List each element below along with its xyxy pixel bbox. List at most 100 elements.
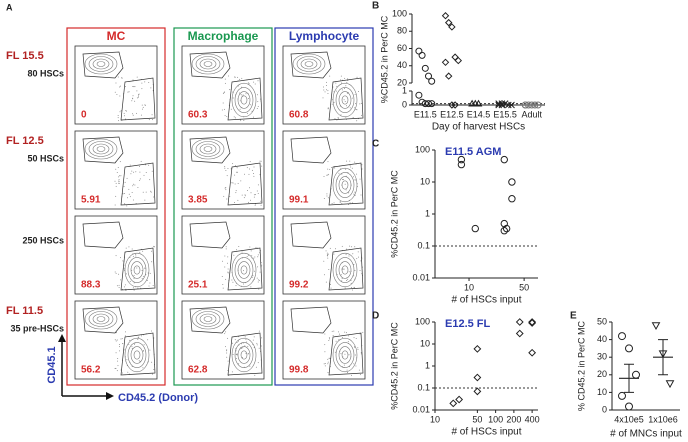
event-dot	[327, 358, 329, 360]
event-dot	[117, 365, 119, 367]
event-dot	[236, 249, 238, 251]
contour	[341, 265, 349, 275]
event-dot	[231, 182, 233, 184]
event-dot	[331, 330, 333, 332]
contour	[338, 176, 352, 194]
event-dot	[138, 165, 140, 167]
event-dot	[329, 338, 331, 340]
event-dot	[249, 246, 251, 248]
point	[418, 98, 426, 106]
event-dot	[354, 246, 356, 248]
event-dot	[360, 352, 362, 354]
event-dot	[125, 289, 127, 291]
flow-plot	[74, 130, 158, 210]
event-dot	[146, 280, 148, 282]
event-dot	[123, 112, 125, 114]
event-dot	[257, 266, 259, 268]
event-dot	[339, 201, 341, 203]
event-dot	[240, 94, 242, 96]
event-dot	[337, 118, 339, 120]
event-dot	[224, 266, 226, 268]
event-dot	[134, 184, 136, 186]
event-dot	[335, 82, 337, 84]
event-dot	[225, 278, 227, 280]
event-dot	[222, 93, 224, 95]
event-dot	[346, 248, 348, 250]
gate	[120, 77, 156, 121]
event-dot	[236, 353, 238, 355]
event-dot	[135, 171, 137, 173]
event-dot	[118, 176, 120, 178]
contour	[130, 346, 144, 364]
event-dot	[127, 371, 129, 373]
event-dot	[224, 166, 226, 168]
event-dot	[344, 331, 346, 333]
event-dot	[118, 286, 120, 288]
event-dot	[115, 195, 117, 197]
event-dot	[127, 91, 129, 93]
event-dot	[132, 113, 134, 115]
event-dot	[227, 268, 229, 270]
event-dot	[252, 173, 254, 175]
event-dot	[136, 267, 138, 269]
event-dot	[251, 110, 253, 112]
event-dot	[329, 357, 331, 359]
event-dot	[139, 251, 141, 253]
event-dot	[149, 272, 151, 274]
event-dot	[357, 347, 359, 349]
event-dot	[124, 203, 126, 205]
contour	[240, 350, 248, 360]
event-dot	[222, 283, 224, 285]
event-dot	[131, 192, 133, 194]
event-dot	[355, 365, 357, 367]
event-dot	[132, 95, 134, 97]
row-label: 250 HSCs	[22, 235, 64, 245]
event-dot	[248, 254, 250, 256]
event-dot	[329, 168, 331, 170]
event-dot	[339, 333, 341, 335]
x-tick-label: E11.5	[414, 109, 437, 119]
event-dot	[221, 109, 223, 111]
event-dot	[256, 190, 258, 192]
event-dot	[260, 204, 262, 206]
point	[441, 58, 450, 67]
event-dot	[122, 193, 124, 195]
event-dot	[256, 277, 258, 279]
event-dot	[222, 287, 224, 289]
event-dot	[324, 351, 326, 353]
event-dot	[152, 285, 154, 287]
y-axis-label: %CD45.2 in PerC MC	[379, 15, 389, 103]
contour	[124, 337, 150, 373]
event-dot	[144, 199, 146, 201]
event-dot	[327, 255, 329, 257]
event-dot	[149, 179, 151, 181]
event-dot	[124, 335, 126, 337]
event-dot	[221, 276, 223, 278]
event-dot	[252, 339, 254, 341]
event-dot	[340, 353, 342, 355]
point	[444, 72, 453, 80]
event-dot	[350, 374, 352, 376]
event-dot	[141, 104, 143, 106]
event-dot	[132, 185, 134, 187]
event-dot	[235, 117, 237, 119]
event-dot	[355, 103, 357, 105]
gate	[328, 162, 364, 206]
contour	[203, 146, 213, 152]
y-tick-label: 10	[420, 338, 430, 348]
event-dot	[362, 331, 364, 333]
y-tick-label: 40	[397, 60, 407, 70]
event-dot	[223, 195, 225, 197]
point	[521, 101, 529, 109]
event-dot	[345, 254, 347, 256]
event-dot	[326, 89, 328, 91]
event-dot	[347, 340, 349, 342]
point	[534, 101, 542, 109]
event-dot	[333, 330, 335, 332]
event-dot	[261, 337, 263, 339]
contour	[304, 61, 314, 67]
event-dot	[324, 363, 326, 365]
event-dot	[241, 77, 243, 79]
event-dot	[348, 335, 350, 337]
event-dot	[344, 101, 346, 103]
